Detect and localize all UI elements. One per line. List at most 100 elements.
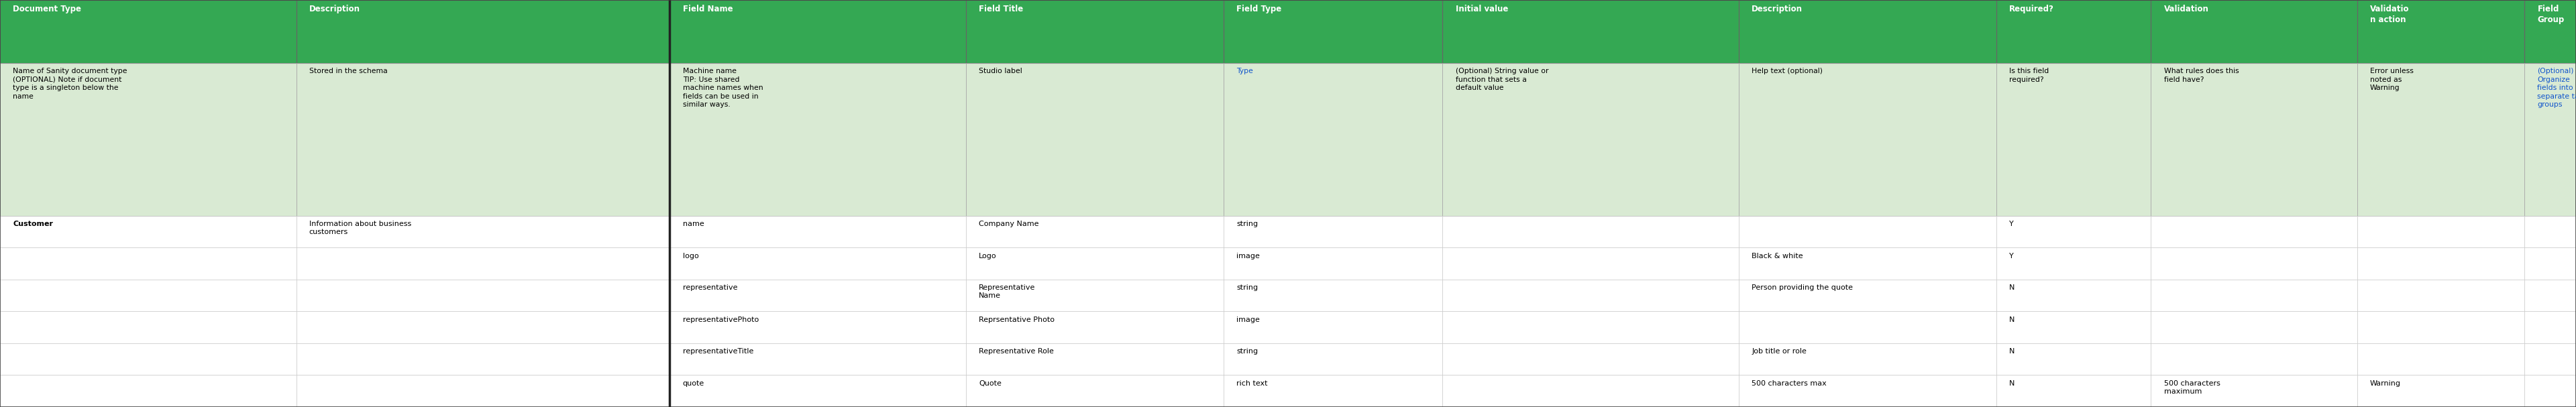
Bar	[1996, 311, 2151, 343]
Bar	[2357, 375, 2524, 407]
Text: representative: representative	[683, 284, 737, 291]
Bar	[1443, 311, 1739, 343]
Bar	[1224, 343, 1443, 375]
Bar	[0, 0, 296, 63]
Text: Field Name: Field Name	[683, 5, 732, 13]
Text: Initial value: Initial value	[1455, 5, 1507, 13]
Bar	[1996, 63, 2151, 216]
Bar	[1224, 311, 1443, 343]
Bar	[966, 280, 1224, 311]
Bar	[2151, 247, 2357, 280]
Bar	[0, 216, 296, 247]
Bar	[1739, 216, 1996, 247]
Bar	[1443, 247, 1739, 280]
Bar	[1739, 63, 1996, 216]
Bar	[2357, 216, 2524, 247]
Bar	[670, 280, 966, 311]
Bar	[296, 0, 670, 63]
Bar	[1224, 0, 1443, 63]
Bar	[1996, 247, 2151, 280]
Text: Y: Y	[2009, 252, 2014, 259]
Bar	[1443, 343, 1739, 375]
Text: N: N	[2009, 316, 2014, 323]
Text: Quote: Quote	[979, 380, 1002, 387]
Text: Y: Y	[2009, 221, 2014, 227]
Bar	[1443, 0, 1739, 63]
Bar	[1739, 280, 1996, 311]
Text: rich text: rich text	[1236, 380, 1267, 387]
Bar	[1996, 375, 2151, 407]
Text: Field
Group: Field Group	[2537, 5, 2563, 24]
Text: Representative
Name: Representative Name	[979, 284, 1036, 300]
Bar	[2151, 311, 2357, 343]
Text: image: image	[1236, 316, 1260, 323]
Text: Is this field
required?: Is this field required?	[2009, 68, 2048, 83]
Bar	[2357, 280, 2524, 311]
Bar	[2524, 311, 2576, 343]
Bar	[2357, 247, 2524, 280]
Bar	[1739, 247, 1996, 280]
Text: Reprsentative Photo: Reprsentative Photo	[979, 316, 1054, 323]
Text: quote: quote	[683, 380, 703, 387]
Text: N: N	[2009, 380, 2014, 387]
Text: Customer: Customer	[13, 221, 54, 227]
Bar	[2151, 0, 2357, 63]
Text: Document Type: Document Type	[13, 5, 82, 13]
Bar	[2524, 280, 2576, 311]
Bar	[1224, 280, 1443, 311]
Text: Representative Role: Representative Role	[979, 348, 1054, 355]
Text: Logo: Logo	[979, 252, 997, 259]
Bar	[1443, 63, 1739, 216]
Bar	[1443, 216, 1739, 247]
Bar	[2524, 343, 2576, 375]
Text: logo: logo	[683, 252, 698, 259]
Text: Person providing the quote: Person providing the quote	[1752, 284, 1852, 291]
Bar	[1443, 375, 1739, 407]
Bar	[2151, 63, 2357, 216]
Bar	[0, 63, 296, 216]
Text: N: N	[2009, 284, 2014, 291]
Bar	[296, 216, 670, 247]
Bar	[296, 280, 670, 311]
Bar	[670, 343, 966, 375]
Bar	[966, 343, 1224, 375]
Text: representativePhoto: representativePhoto	[683, 316, 757, 323]
Bar	[0, 247, 296, 280]
Bar	[296, 375, 670, 407]
Text: Job title or role: Job title or role	[1752, 348, 1806, 355]
Text: 500 characters max: 500 characters max	[1752, 380, 1826, 387]
Bar	[0, 311, 296, 343]
Text: image: image	[1236, 252, 1260, 259]
Bar	[1739, 311, 1996, 343]
Bar	[2151, 216, 2357, 247]
Text: Black & white: Black & white	[1752, 252, 1803, 259]
Bar	[1739, 343, 1996, 375]
Text: string: string	[1236, 221, 1257, 227]
Text: (Optional)
Organize
fields into
separate tab
groups: (Optional) Organize fields into separate…	[2537, 68, 2576, 108]
Text: Required?: Required?	[2009, 5, 2053, 13]
Bar	[2151, 375, 2357, 407]
Text: Validatio
n action: Validatio n action	[2370, 5, 2409, 24]
Text: Field Title: Field Title	[979, 5, 1023, 13]
Bar	[1224, 375, 1443, 407]
Bar	[670, 247, 966, 280]
Text: Name of Sanity document type
(OPTIONAL) Note if document
type is a singleton bel: Name of Sanity document type (OPTIONAL) …	[13, 68, 126, 100]
Bar	[2357, 63, 2524, 216]
Bar	[2357, 343, 2524, 375]
Bar	[2357, 311, 2524, 343]
Text: string: string	[1236, 284, 1257, 291]
Bar	[296, 63, 670, 216]
Text: Warning: Warning	[2370, 380, 2401, 387]
Bar	[2524, 375, 2576, 407]
Bar	[966, 0, 1224, 63]
Text: representativeTitle: representativeTitle	[683, 348, 752, 355]
Bar	[2524, 63, 2576, 216]
Bar	[2151, 280, 2357, 311]
Bar	[1224, 63, 1443, 216]
Bar	[1996, 343, 2151, 375]
Bar	[296, 247, 670, 280]
Bar	[1739, 0, 1996, 63]
Text: Description: Description	[1752, 5, 1803, 13]
Text: Type: Type	[1236, 68, 1252, 74]
Bar	[296, 343, 670, 375]
